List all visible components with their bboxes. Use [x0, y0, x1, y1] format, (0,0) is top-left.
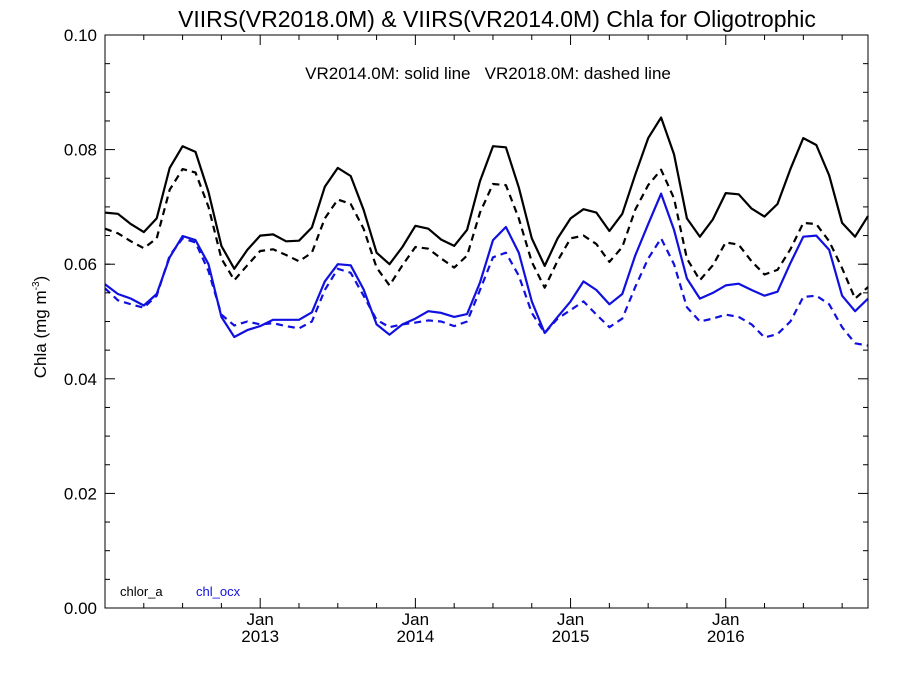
x-tick-label-month: Jan	[712, 610, 739, 629]
y-axis-label-main: Chla (mg m	[31, 290, 50, 378]
legend-entry-chl-ocx: chl_ocx	[196, 584, 241, 599]
plot-frame	[104, 34, 869, 609]
y-tick-label: 0.02	[64, 484, 97, 503]
series-line-chl-ocx-dashed	[104, 237, 869, 347]
y-axis-label: Chla (mg m-3)	[31, 276, 50, 378]
axis-layer: 0.000.020.040.060.080.10Jan2013Jan2014Ja…	[64, 26, 869, 646]
x-tick-label-year: 2014	[396, 627, 434, 646]
y-tick-label: 0.06	[64, 255, 97, 274]
chart-subtitle: VR2014.0M: solid line VR2018.0M: dashed …	[305, 64, 671, 83]
x-tick-label-month: Jan	[246, 610, 273, 629]
x-tick-label-year: 2016	[707, 627, 745, 646]
x-tick-label-year: 2013	[241, 627, 279, 646]
y-tick-label: 0.00	[64, 599, 97, 618]
y-tick-label: 0.08	[64, 141, 97, 160]
series-line-chlor-a-solid	[104, 116, 869, 270]
y-axis-label-superscript: -3	[31, 281, 42, 290]
x-tick-label-month: Jan	[557, 610, 584, 629]
y-tick-label: 0.04	[64, 370, 97, 389]
chart-title: VIIRS(VR2018.0M) & VIIRS(VR2014.0M) Chla…	[178, 6, 816, 32]
x-tick-label-month: Jan	[402, 610, 429, 629]
series-line-chl-ocx-solid	[104, 192, 869, 339]
series-layer	[104, 116, 869, 347]
y-tick-label: 0.10	[64, 26, 97, 45]
x-tick-label-year: 2015	[552, 627, 590, 646]
series-line-chlor-a-dashed	[104, 168, 869, 300]
legend-entry-chlor-a: chlor_a	[120, 584, 163, 599]
legend: chlor_a chl_ocx	[120, 584, 241, 599]
y-axis-label-close: )	[31, 276, 50, 282]
